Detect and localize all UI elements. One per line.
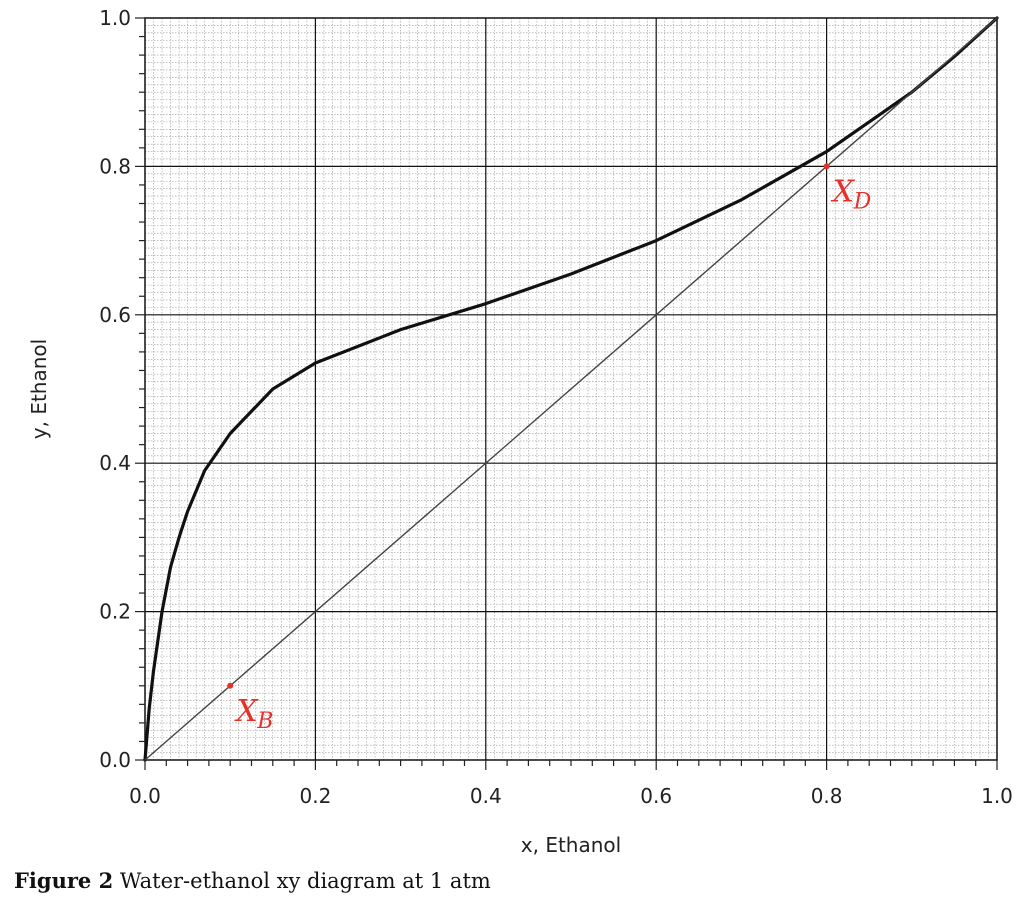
y-tick-label: 0.0 — [99, 748, 131, 772]
series-group — [143, 16, 999, 762]
x-tick-label: 0.6 — [640, 784, 672, 808]
y-tick-label: 0.4 — [99, 451, 131, 475]
x-axis-label: x, Ethanol — [521, 833, 621, 857]
annotation-label: X — [234, 694, 259, 729]
y-axis-label: y, Ethanol — [27, 339, 51, 439]
y-tick-label: 0.8 — [99, 154, 131, 178]
x-tick-label: 0.2 — [299, 784, 331, 808]
diagonal-line — [144, 17, 998, 761]
y-tick-labels: 0.0 0.2 0.4 0.6 0.8 1.0 — [99, 6, 131, 772]
annotation-point — [227, 682, 234, 689]
y-tick-label: 0.2 — [99, 600, 131, 624]
annotation-subscript: B — [256, 709, 273, 734]
equilibrium-curve — [143, 16, 999, 762]
x-tick-label: 1.0 — [981, 784, 1013, 808]
tick-marks — [135, 17, 998, 770]
annotation-point — [823, 163, 830, 170]
x-tick-labels: 0.0 0.2 0.4 0.6 0.8 1.0 — [129, 784, 1013, 808]
figure-caption: Figure 2 Water-ethanol xy diagram at 1 a… — [14, 868, 491, 893]
x-tick-label: 0.0 — [129, 784, 161, 808]
annotations: X DX B — [227, 163, 872, 734]
y-tick-label: 0.6 — [99, 303, 131, 327]
annotation-label: X — [831, 174, 856, 209]
y-tick-label: 1.0 — [99, 6, 131, 30]
annotation-subscript: D — [853, 189, 872, 214]
x-tick-label: 0.4 — [470, 784, 502, 808]
caption-label: Figure 2 — [14, 868, 114, 893]
minor-grid — [145, 18, 997, 760]
major-grid — [145, 18, 997, 760]
x-tick-label: 0.8 — [811, 784, 843, 808]
caption-text: Water-ethanol xy diagram at 1 atm — [113, 869, 491, 893]
